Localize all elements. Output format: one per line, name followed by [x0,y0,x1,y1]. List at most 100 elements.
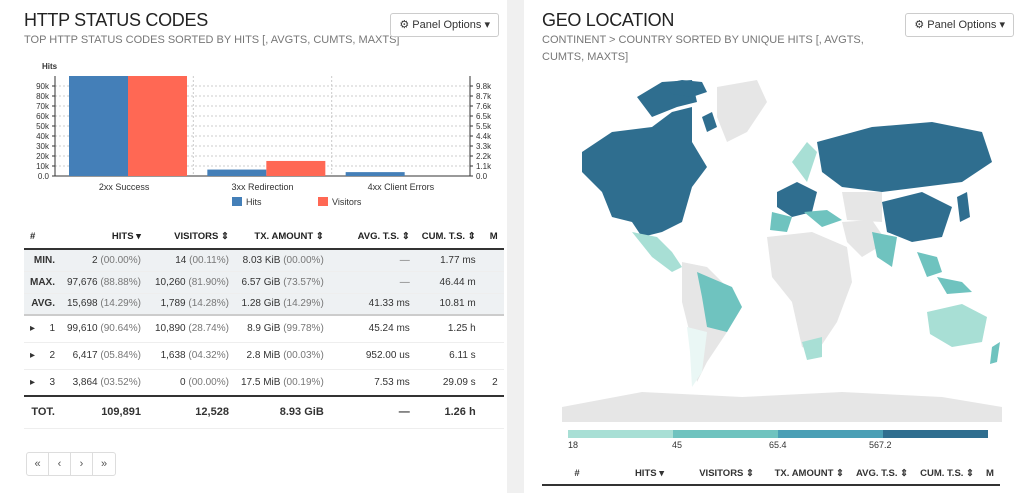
table-row[interactable]: ▸ 3 3,864 (03.52%) 0 (00.00%) 17.5 MiB (0… [24,369,504,397]
status-codes-table: # HITS ▾ VISITORS ⇕ TX. AMOUNT ⇕ AVG. T.… [24,225,504,429]
http-status-codes-panel: HTTP STATUS CODES TOP HTTP STATUS CODES … [0,0,507,493]
y-tick-label-left: 80k [36,92,50,101]
map-country [562,392,1002,422]
y-tick-label-left: 10k [36,162,50,171]
y-tick-label-right: 7.6k [476,102,492,111]
expand-row-icon[interactable]: ▸ [30,350,36,361]
table-row-min: MIN. 2 (00.00%) 14 (00.11%) 8.03 KiB (00… [24,249,504,272]
x-tick-label: 4xx Client Errors [368,182,435,192]
panel-subtitle: TOP HTTP STATUS CODES SORTED BY HITS [, … [24,34,400,46]
prev-page-button[interactable]: ‹ [49,453,71,475]
panel-title: GEO LOCATION [542,10,675,30]
y-axis-label: Hits [42,62,58,71]
geo-location-panel: GEO LOCATION CONTINENT > COUNTRY SORTED … [524,0,1024,493]
y-tick-label-right: 1.1k [476,162,492,171]
expand-row-icon[interactable]: ▸ [30,376,36,388]
bar-visitors [266,160,326,176]
legend-label: 18 [568,440,579,450]
legend-swatch [318,197,328,206]
col-header-max-ts[interactable]: M [980,463,1000,486]
col-header-visitors[interactable]: VISITORS ⇕ [670,463,760,486]
map-country [792,142,817,182]
y-tick-label-right: 8.7k [476,92,492,101]
y-tick-label-left: 30k [36,142,50,151]
caret-down-icon: ▾ [999,19,1005,31]
col-header-avg-ts[interactable]: AVG. T.S. ⇕ [329,225,416,250]
map-color-legend [568,430,988,438]
table-row-avg: AVG. 15,698 (14.29%) 1,789 (14.28%) 1.28… [24,293,504,316]
map-country [770,212,792,232]
map-country [702,112,717,132]
panel-options-label: Panel Options [927,19,997,31]
map-country [957,192,970,222]
x-tick-label: 3xx Redirection [231,182,293,192]
map-country [917,252,942,277]
map-country [697,272,742,332]
legend-label: 45 [672,440,683,450]
gear-icon: ⚙ [914,19,925,31]
col-header-cum-ts[interactable]: CUM. T.S. ⇕ [415,225,482,250]
gear-icon: ⚙ [399,19,410,31]
panel-subtitle: CONTINENT > COUNTRY SORTED BY UNIQUE HIT… [542,34,864,63]
panel-options-button[interactable]: ⚙ Panel Options ▾ [905,13,1014,37]
col-header-hits[interactable]: HITS ▾ [61,225,147,250]
panel-title: HTTP STATUS CODES [24,10,208,30]
legend-label: Hits [246,197,262,207]
table-row[interactable]: ▸ 2 6,417 (05.84%) 1,638 (04.32%) 2.8 MiB… [24,342,504,370]
world-map[interactable] [542,72,1002,422]
bar-visitors [128,76,187,176]
pagination: « ‹ › » [26,452,116,476]
first-page-button[interactable]: « [27,453,49,475]
legend-swatch [568,430,673,438]
map-country [990,342,1000,364]
table-header-row: # HITS ▾ VISITORS ⇕ TX. AMOUNT ⇕ AVG. T.… [542,463,1000,486]
col-header-max-ts[interactable]: M [481,225,504,250]
caret-down-icon: ▾ [484,19,490,31]
y-tick-label-right: 9.8k [476,82,492,91]
col-header-tx-amount[interactable]: TX. AMOUNT ⇕ [760,463,850,486]
map-country [882,192,952,242]
map-country [777,182,817,217]
panel-options-label: Panel Options [412,19,482,31]
col-header-cum-ts[interactable]: CUM. T.S. ⇕ [914,463,981,486]
col-header-hits[interactable]: HITS ▾ [612,463,670,486]
sort-icon: ⇕ [467,231,476,242]
y-tick-label-left: 0.0 [38,172,50,181]
map-country [717,80,767,142]
map-country [872,232,897,267]
map-country [662,80,707,97]
map-country [802,337,822,360]
y-tick-label-left: 40k [36,132,50,141]
col-header-visitors[interactable]: VISITORS ⇕ [146,225,235,250]
map-country [804,210,842,227]
table-row[interactable]: ▸ 1 99,610 (90.64%) 10,890 (28.74%) 8.9 G… [24,315,504,343]
bar-hits [69,76,128,176]
y-tick-label-left: 60k [36,112,50,121]
y-tick-label-left: 20k [36,152,50,161]
map-country [687,327,707,387]
map-country [632,232,682,272]
map-country [582,107,707,237]
col-header-num: # [542,463,612,486]
col-header-avg-ts[interactable]: AVG. T.S. ⇕ [850,463,915,486]
y-tick-label-left: 90k [36,82,50,91]
bar-hits [207,169,267,176]
y-tick-label-left: 50k [36,122,50,131]
legend-label: 65.4 [769,440,787,450]
expand-row-icon[interactable]: ▸ [30,323,36,335]
x-tick-label: 2xx Success [99,182,150,192]
legend-swatch [883,430,988,438]
legend-swatch [232,197,242,206]
y-tick-label-right: 6.5k [476,112,492,121]
map-country [937,277,972,294]
table-header-row: # HITS ▾ VISITORS ⇕ TX. AMOUNT ⇕ AVG. T.… [24,225,504,250]
status-codes-bar-chart: Hits90k80k70k60k50k40k30k20k10k0.09.8k8.… [36,62,492,207]
legend-label: Visitors [332,197,362,207]
bar-hits [345,172,405,176]
last-page-button[interactable]: » [100,458,108,470]
panel-options-button[interactable]: ⚙ Panel Options ▾ [390,13,499,37]
y-tick-label-right: 5.5k [476,122,492,131]
col-header-tx-amount[interactable]: TX. AMOUNT ⇕ [234,225,330,250]
legend-label: 567.2 [869,440,892,450]
next-page-button[interactable]: › [71,453,93,475]
